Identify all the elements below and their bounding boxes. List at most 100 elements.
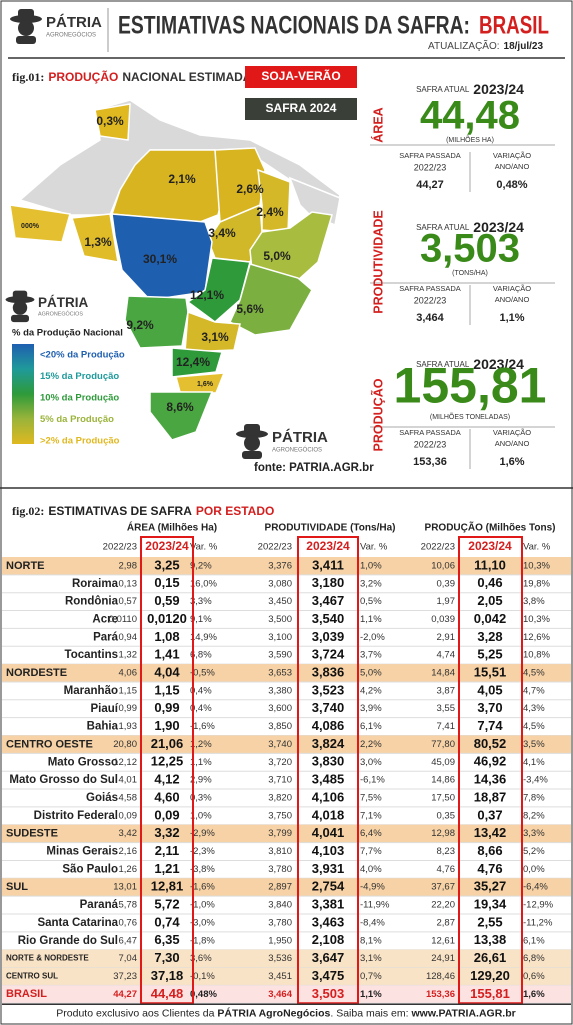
cell-current: 4,106 <box>312 789 345 804</box>
cell-previous: 3,55 <box>437 703 456 714</box>
logo-body <box>242 451 262 459</box>
cell-change: -1,8% <box>190 935 215 946</box>
cell-current: 0,042 <box>474 611 507 626</box>
cell-change: -8,4% <box>360 917 385 928</box>
cell-previous: 0,39 <box>437 578 456 589</box>
source: fonte: PATRIA.AGR.br <box>254 462 374 474</box>
cell-current: 2,05 <box>477 593 502 608</box>
cell-change: 9,1% <box>190 614 212 625</box>
cell-current: 129,20 <box>470 968 510 983</box>
cell-change: 0,0% <box>523 864 545 875</box>
change-label: ANO/ANO <box>495 295 530 304</box>
cell-current: 0,0120 <box>147 611 187 626</box>
row-name: Paraná <box>80 899 119 911</box>
column-header: Var. % <box>190 542 218 553</box>
cell-change: 6,8% <box>523 953 545 964</box>
map-label: 5,6% <box>236 302 264 316</box>
row-name: NORTE & NORDESTE <box>6 954 89 963</box>
cell-current: 3,475 <box>312 968 345 983</box>
cell-change: 4,5% <box>523 721 545 732</box>
fig01-title: fig.01: PRODUÇÃO NACIONAL ESTIMADA <box>12 69 252 84</box>
map-region <box>229 263 313 336</box>
cell-change: 14,9% <box>190 632 217 643</box>
map-label: 3,1% <box>201 330 229 344</box>
row-name: Bahia <box>87 721 119 733</box>
cell-current: 14,36 <box>474 772 507 787</box>
logo-hat <box>5 296 35 304</box>
cell-previous: 1,26 <box>119 864 138 875</box>
cell-current: 3,523 <box>312 682 345 697</box>
cell-previous: 12,98 <box>431 828 455 839</box>
column-header: 2022/23 <box>258 542 292 553</box>
map-label: 2,6% <box>236 182 264 196</box>
logo-hat <box>244 424 260 434</box>
cell-change: 5,0% <box>360 668 382 679</box>
cell-change: 1,6% <box>523 989 545 1000</box>
cell-change: 8,1% <box>360 935 382 946</box>
cell-current: 18,87 <box>474 789 507 804</box>
current-header-part: 2023/24 <box>473 356 524 372</box>
map-label: 1,3% <box>84 235 112 249</box>
map-region <box>124 295 189 349</box>
cell-current: 13,42 <box>474 825 507 840</box>
cell-previous: 4,76 <box>437 864 456 875</box>
cell-change: 6,4% <box>360 828 382 839</box>
cell-previous: 0,76 <box>119 917 138 928</box>
previous-value: 44,27 <box>416 179 444 191</box>
cell-previous: 77,80 <box>431 739 455 750</box>
cell-previous: 37,67 <box>431 882 455 893</box>
cell-change: 0,4% <box>190 703 212 714</box>
cell-current: 19,34 <box>474 897 507 912</box>
cell-current: 3,647 <box>312 950 345 965</box>
fig01-title-part: NACIONAL ESTIMADA <box>122 70 251 84</box>
cell-current: 0,74 <box>154 914 180 929</box>
map-label: 9,2% <box>126 318 154 332</box>
cell-change: 0,3% <box>190 792 212 803</box>
cell-previous: 20,80 <box>113 739 137 750</box>
cell-previous: 14,86 <box>431 775 455 786</box>
map-region <box>9 204 71 243</box>
current-header-part: SAFRA ATUAL <box>416 223 470 232</box>
row-name: Piauí <box>91 703 119 715</box>
cell-change: -12,9% <box>523 900 554 911</box>
row-name: Mato Grosso <box>48 756 118 768</box>
cell-current: 12,81 <box>151 879 184 894</box>
cell-previous: 12,12 <box>113 757 137 768</box>
cell-current: 46,92 <box>474 754 507 769</box>
cell-previous: 3,450 <box>268 596 292 607</box>
row-background <box>2 664 571 682</box>
cell-previous: 24,91 <box>431 953 455 964</box>
cell-change: 1,0% <box>190 810 212 821</box>
cell-current: 3,70 <box>477 700 502 715</box>
map-label: 2,4% <box>256 205 284 219</box>
cell-change: 1,2% <box>190 739 212 750</box>
footer: Produto exclusivo aos Clientes da PÁTRIA… <box>56 1006 515 1019</box>
cell-change: 0,4% <box>190 685 212 696</box>
cell-current: 0,09 <box>154 807 179 822</box>
cell-change: -3,0% <box>190 917 215 928</box>
row-name: CENTRO SUL <box>6 972 58 981</box>
cell-previous: 3,080 <box>268 578 292 589</box>
map-label: 12,4% <box>176 355 210 369</box>
cell-change: 5,2% <box>523 846 545 857</box>
cell-current: 3,836 <box>312 664 345 679</box>
fig02-title-part: fig.02: <box>12 504 44 518</box>
row-name: NORDESTE <box>6 667 67 679</box>
map-region <box>110 149 231 223</box>
cell-current: 5,25 <box>477 647 502 662</box>
cell-change: -6,1% <box>360 775 385 786</box>
cell-current: 13,38 <box>474 932 507 947</box>
cell-previous: 2,91 <box>437 632 456 643</box>
logo-face <box>12 300 28 315</box>
logo-body <box>11 314 29 323</box>
cell-current: 3,25 <box>154 557 179 572</box>
column-header: 2023/24 <box>306 539 350 553</box>
row-name: Santa Catarina <box>37 917 118 929</box>
cell-change: 1,1% <box>190 757 212 768</box>
update-part: 18/jul/23 <box>504 41 544 52</box>
legend-label: <20% da Produção <box>40 350 125 361</box>
cell-previous: 8,23 <box>437 846 456 857</box>
cell-current: 21,06 <box>151 736 184 751</box>
